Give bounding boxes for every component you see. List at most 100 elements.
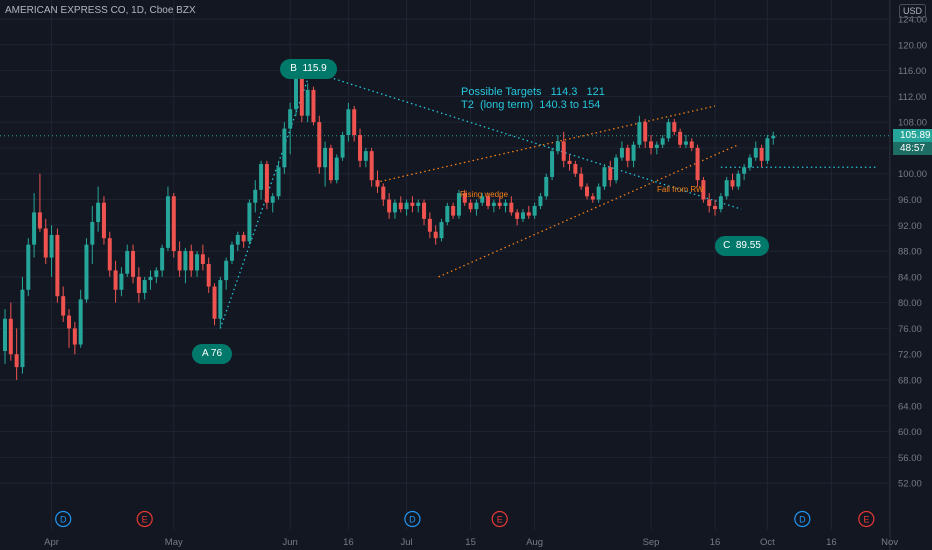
time-tick-label: 16 xyxy=(710,537,721,548)
candle-body xyxy=(439,222,444,239)
candle-body xyxy=(101,202,106,239)
time-tick-label: Jul xyxy=(401,537,413,548)
candle-body xyxy=(765,138,770,161)
candle-body xyxy=(509,202,514,213)
callout-b[interactable]: B 115.9 xyxy=(280,59,337,79)
time-tick-label: Aug xyxy=(526,537,543,548)
candle-body xyxy=(55,234,60,297)
symbol-title[interactable]: AMERICAN EXPRESS CO, 1D, Cboe BZX xyxy=(5,5,196,16)
candle-body xyxy=(165,196,170,248)
last-price-tag: 105.89 xyxy=(893,129,932,143)
candle-body xyxy=(253,189,258,203)
dividend-marker xyxy=(55,510,72,528)
time-tick-label: Sep xyxy=(643,537,660,548)
candle-body xyxy=(503,202,508,206)
time-tick-label: Oct xyxy=(760,537,775,548)
candle-body xyxy=(8,318,13,355)
time-tick-label: 15 xyxy=(465,537,476,548)
candle-body xyxy=(625,147,630,161)
candle-body xyxy=(683,141,688,145)
candle-body xyxy=(713,205,718,210)
candle-body xyxy=(305,89,310,116)
candle-body xyxy=(189,251,194,271)
candle-body xyxy=(398,202,403,210)
candle-body xyxy=(294,73,298,110)
candle-body xyxy=(614,157,619,181)
candle-body xyxy=(555,141,560,152)
candle-body xyxy=(637,122,642,145)
candle-body xyxy=(520,212,525,219)
dividend-marker xyxy=(794,510,811,528)
candle-body xyxy=(136,276,141,293)
candle-body xyxy=(160,247,165,271)
candle-body xyxy=(49,234,54,258)
abc-trend-line xyxy=(219,70,742,329)
candle-body xyxy=(730,180,735,187)
candle-body xyxy=(288,109,293,129)
callout-c[interactable]: C 89.55 xyxy=(715,236,769,256)
candle-body xyxy=(282,128,287,168)
candle-body xyxy=(771,135,776,139)
price-tick-label: 72.00 xyxy=(898,350,922,361)
candle-body xyxy=(654,144,659,148)
candle-body xyxy=(119,273,124,290)
candle-body xyxy=(724,180,729,197)
candle-body xyxy=(241,234,246,242)
price-tick-label: 88.00 xyxy=(898,247,922,258)
candle-body xyxy=(381,186,386,200)
candle-body xyxy=(3,318,7,351)
price-tick-label: 80.00 xyxy=(898,298,922,309)
candle-body xyxy=(497,202,502,206)
candle-body xyxy=(643,122,648,142)
candle-body xyxy=(596,186,601,200)
targets-note[interactable]: Possible Targets 114.3 121 T2 (long term… xyxy=(461,86,605,112)
rising-wedge-label[interactable]: Rising wedge xyxy=(460,190,509,199)
candle-body xyxy=(666,122,671,139)
candle-body xyxy=(526,212,531,216)
callout-a[interactable]: A 76 xyxy=(192,344,232,364)
time-tick-label: 16 xyxy=(826,537,837,548)
candle-body xyxy=(422,202,427,219)
candle-body xyxy=(515,212,520,219)
candle-body xyxy=(736,173,741,187)
candle-body xyxy=(433,231,438,239)
candle-body xyxy=(247,202,252,242)
fall-from-rw-label[interactable]: Fall from RW xyxy=(657,185,704,194)
price-axis[interactable]: 52.00 56.00 60.00 64.00 68.00 72.00 76.00 80.00… xyxy=(889,0,927,550)
candle-body xyxy=(486,196,491,206)
price-tick-label: 120.00 xyxy=(898,40,927,51)
candle-body xyxy=(20,289,25,368)
candle-body xyxy=(43,228,48,258)
candle-body xyxy=(259,164,264,190)
candle-body xyxy=(491,202,496,206)
currency-badge[interactable]: USD xyxy=(899,4,927,18)
candle-body xyxy=(590,196,595,200)
candle-body xyxy=(131,251,136,277)
candle-body xyxy=(334,157,339,181)
candle-body xyxy=(37,212,42,229)
candle-body xyxy=(445,205,450,223)
candle-body xyxy=(328,147,333,181)
targets-line-1: Possible Targets 114.3 121 xyxy=(461,86,605,98)
price-tick-label: 60.00 xyxy=(898,427,922,438)
candle-body xyxy=(753,147,758,158)
candle-body xyxy=(276,167,281,197)
candle-body xyxy=(177,251,182,271)
drawings xyxy=(0,70,890,329)
candle-body xyxy=(759,147,764,161)
candle-body xyxy=(695,147,700,181)
time-tick-label: Jun xyxy=(283,537,298,548)
candle-body xyxy=(474,202,479,210)
candle-body xyxy=(340,135,345,158)
candle-body xyxy=(416,202,421,206)
candle-body xyxy=(701,180,706,200)
candle-body xyxy=(32,212,37,245)
candle-body xyxy=(550,151,555,177)
time-axis[interactable]: Apr May Jun 16 Jul 15 Aug Sep 16 Oct 16 Nov xyxy=(44,537,898,548)
price-tick-label: 52.00 xyxy=(898,479,922,490)
candle-body xyxy=(532,205,537,216)
candle-body xyxy=(392,202,397,213)
price-tick-label: 84.00 xyxy=(898,272,922,283)
